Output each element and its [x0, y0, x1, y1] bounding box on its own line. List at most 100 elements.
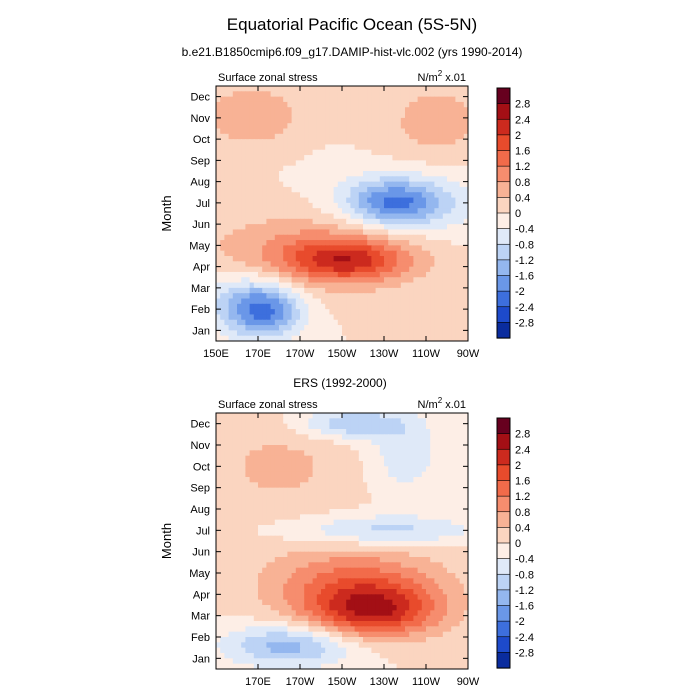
heatmap-cell — [308, 461, 314, 467]
heatmap-cell — [241, 171, 246, 177]
heatmap-cell — [295, 418, 301, 425]
heatmap-cell — [451, 418, 456, 425]
heatmap-cells — [216, 86, 468, 341]
heatmap-cell — [455, 155, 461, 161]
heatmap-cell — [216, 445, 221, 451]
heatmap-cell — [379, 429, 385, 435]
heatmap-cell — [371, 176, 377, 183]
heatmap-cell — [295, 541, 301, 547]
heatmap-cell — [253, 186, 259, 193]
heatmap-cell — [442, 155, 448, 161]
heatmap-cell — [388, 149, 393, 156]
heatmap-cell — [279, 186, 284, 193]
heatmap-cell — [287, 91, 293, 98]
heatmap-cell — [358, 482, 364, 489]
heatmap-cell — [426, 96, 431, 103]
heatmap-cell — [367, 525, 372, 531]
heatmap-cell — [426, 240, 431, 246]
heatmap-cell — [300, 298, 305, 305]
heatmap-cell — [245, 101, 251, 108]
heatmap-cell — [463, 245, 468, 252]
heatmap-cell — [413, 202, 419, 209]
heatmap-cell — [228, 160, 234, 167]
heatmap-cell — [375, 165, 381, 172]
heatmap-cell — [455, 498, 461, 505]
heatmap-cell — [249, 176, 255, 183]
heatmap-cell — [363, 546, 368, 553]
heatmap-cell — [253, 256, 259, 262]
figure-title: Equatorial Pacific Ocean (5S-5N) — [227, 15, 477, 34]
heatmap-cell — [421, 240, 427, 246]
heatmap-cell — [447, 423, 452, 430]
heatmap-cell — [295, 224, 301, 231]
heatmap-cell — [283, 245, 288, 252]
heatmap-cell — [312, 224, 318, 231]
heatmap-cell — [442, 293, 448, 300]
heatmap-cell — [413, 482, 419, 489]
heatmap-cell — [426, 525, 431, 531]
heatmap-cell — [438, 493, 444, 499]
heatmap-cell — [363, 589, 368, 595]
heatmap-cell — [455, 149, 461, 156]
heatmap-cell — [291, 128, 297, 135]
heatmap-cell — [463, 562, 468, 569]
heatmap-cell — [258, 123, 263, 130]
heatmap-cell — [224, 91, 230, 98]
heatmap-cell — [379, 197, 385, 204]
heatmap-cell — [451, 413, 456, 419]
heatmap-cell — [262, 101, 267, 108]
heatmap-cell — [384, 261, 389, 268]
heatmap-cell — [367, 112, 372, 119]
heatmap-cell — [337, 144, 343, 151]
heatmap-cell — [413, 487, 419, 494]
heatmap-cell — [253, 423, 259, 430]
heatmap-cell — [371, 171, 377, 177]
heatmap-cell — [312, 429, 318, 435]
heatmap-cell — [262, 229, 267, 236]
heatmap-cell — [333, 117, 339, 124]
heatmap-cell — [287, 423, 293, 430]
heatmap-cell — [346, 234, 351, 241]
heatmap-cell — [237, 277, 242, 284]
heatmap-cell — [304, 325, 309, 331]
heatmap-cell — [249, 266, 255, 273]
heatmap-cell — [384, 429, 389, 435]
heatmap-cell — [413, 525, 419, 531]
heatmap-cell — [426, 455, 431, 462]
heatmap-cell — [409, 298, 414, 305]
heatmap-cell — [409, 218, 414, 225]
heatmap-cell — [354, 434, 360, 441]
heatmap-cell — [405, 234, 410, 241]
heatmap-cell — [333, 293, 339, 300]
heatmap-cell — [379, 335, 385, 341]
heatmap-cell — [413, 567, 419, 574]
heatmap-cell — [220, 218, 225, 225]
heatmap-cell — [342, 303, 347, 310]
heatmap-cell — [455, 293, 461, 300]
heatmap-cell — [447, 429, 452, 435]
heatmap-cell — [451, 218, 456, 225]
heatmap-cell — [417, 293, 423, 300]
heatmap-cell — [224, 583, 230, 590]
heatmap-cell — [316, 149, 322, 156]
heatmap-cell — [417, 261, 423, 268]
heatmap-cell — [451, 176, 456, 183]
heatmap-cell — [363, 461, 368, 467]
heatmap-cell — [295, 477, 301, 483]
heatmap-cell — [266, 450, 272, 457]
heatmap-cell — [270, 155, 276, 161]
heatmap-cell — [451, 229, 456, 236]
heatmap-cell — [224, 525, 230, 531]
heatmap-cell — [300, 197, 305, 204]
heatmap-cell — [384, 309, 389, 316]
heatmap-cell — [342, 234, 347, 241]
heatmap-cell — [337, 503, 343, 510]
heatmap-cell — [228, 101, 234, 108]
heatmap-cell — [316, 133, 322, 140]
heatmap-cell — [270, 107, 276, 114]
heatmap-cell — [367, 245, 372, 252]
heatmap-cell — [270, 477, 276, 483]
heatmap-cell — [354, 261, 360, 268]
heatmap-cell — [249, 256, 255, 262]
heatmap-cell — [421, 519, 427, 526]
